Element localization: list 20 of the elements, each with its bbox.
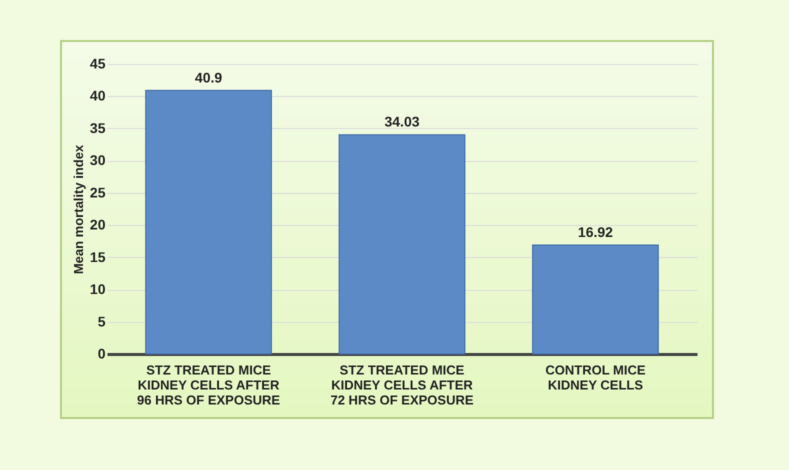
x-tick-label: CONTROL MICE KIDNEY CELLS — [545, 362, 646, 392]
y-tick-label: 15 — [90, 248, 106, 265]
y-axis-title: Mean mortality index — [70, 144, 86, 274]
bar — [338, 134, 466, 354]
data-label: 40.9 — [194, 69, 222, 86]
y-tick-label: 25 — [90, 184, 106, 200]
y-tick-label: 10 — [90, 281, 106, 298]
y-tick-label: 45 — [90, 56, 106, 72]
y-tick-label: 20 — [90, 216, 106, 233]
x-tick-label: STZ TREATED MICE KIDNEY CELLS AFTER 72 HRS OF EXPOSURE — [330, 362, 474, 408]
bar — [532, 244, 659, 354]
y-tick-label: 30 — [90, 152, 106, 168]
x-tick-label: STZ TREATED MICE KIDNEY CELLS AFTER 96 HRS OF EXPOSURE — [137, 362, 280, 408]
bar — [145, 90, 272, 354]
data-label: 16.92 — [578, 224, 614, 240]
y-tick-label: 0 — [98, 346, 106, 362]
data-label: 34.03 — [384, 114, 420, 130]
y-tick-label: 35 — [90, 120, 106, 136]
y-tick-label: 5 — [98, 313, 106, 330]
y-tick-label: 40 — [90, 88, 106, 104]
